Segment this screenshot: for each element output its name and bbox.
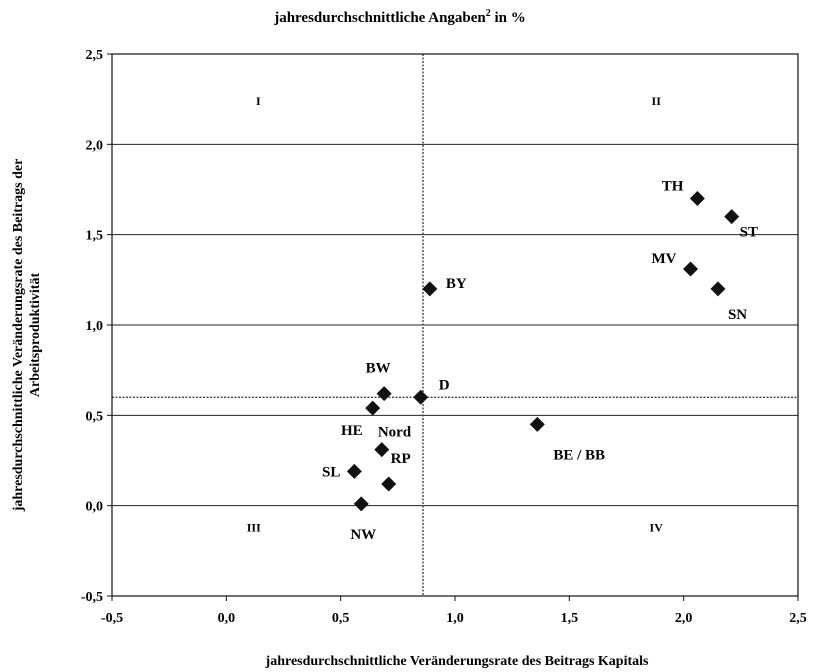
y-tick-label: 0,0: [86, 500, 104, 515]
x-tick-label: 2,0: [675, 611, 693, 626]
y-axis-ticks: -0,5 0,0 0,5 1,0 1,5 2,0 2,5: [81, 48, 112, 605]
y-axis-label-line1: jahresdurchschnittliche Veränderungsrate…: [11, 159, 26, 513]
data-point-marker: [376, 386, 392, 402]
data-point-marker: [422, 281, 438, 297]
y-axis-label-line2: Arbeitsproduktivität: [28, 273, 43, 398]
reference-lines: [112, 54, 798, 596]
y-tick-label: -0,5: [81, 590, 103, 605]
x-tick-label: 0,5: [332, 611, 350, 626]
y-tick-label: 1,5: [86, 229, 104, 244]
x-tick-label: -0,5: [101, 611, 123, 626]
x-axis-ticks: -0,5 0,0 0,5 1,0 1,5 2,0 2,5: [101, 596, 807, 626]
x-tick-label: 1,0: [446, 611, 464, 626]
data-point-marker: [353, 496, 369, 512]
data-points: TH ST MV SN BY BW D HE Nord RP SL NW BE / BB: [322, 179, 758, 543]
x-axis-label: jahresdurchschnittliche Veränderungsrate…: [265, 654, 649, 669]
data-point-label: D: [439, 377, 450, 393]
data-point-label: SN: [728, 307, 747, 323]
data-point-marker: [346, 463, 362, 479]
x-tick-label: 1,5: [561, 611, 579, 626]
y-tick-label: 2,0: [86, 138, 104, 153]
data-point-marker: [689, 191, 705, 207]
chart-title: jahresdurchschnittliche Angaben2 in %: [273, 8, 526, 26]
data-point-label: BW: [366, 361, 391, 377]
y-axis-label: jahresdurchschnittliche Veränderungsrate…: [11, 159, 43, 513]
quadrant-label: I: [256, 94, 261, 108]
x-tick-label: 2,5: [789, 611, 807, 626]
data-point-label: HE: [341, 423, 363, 439]
data-point-marker: [413, 389, 429, 405]
data-point-label: BE / BB: [553, 447, 605, 463]
chart-title-superscript: 2: [486, 8, 491, 19]
data-point-marker: [724, 209, 740, 225]
quadrant-label: II: [652, 94, 662, 108]
data-point-label: RP: [391, 451, 411, 467]
x-tick-label: 0,0: [218, 611, 236, 626]
quadrant-label: IV: [650, 520, 664, 534]
quadrant-label: III: [247, 520, 261, 534]
chart-title-text: jahresdurchschnittliche Angaben: [273, 10, 486, 26]
data-point-label: BY: [446, 276, 467, 292]
data-point-label: Nord: [378, 425, 412, 441]
grid-lines: [112, 143, 798, 507]
chart-title-suffix: in %: [491, 10, 526, 26]
data-point-label: NW: [350, 527, 376, 543]
y-tick-label: 0,5: [86, 409, 104, 424]
data-point-marker: [374, 442, 390, 458]
data-point-marker: [529, 416, 545, 432]
data-point-marker: [683, 261, 699, 277]
y-tick-label: 1,0: [86, 319, 104, 334]
data-point-label: TH: [662, 179, 684, 195]
y-tick-label: 2,5: [86, 48, 104, 63]
data-point-label: ST: [740, 225, 758, 241]
data-point-marker: [365, 400, 381, 416]
data-point-marker: [710, 281, 726, 297]
data-point-label: SL: [322, 464, 340, 480]
data-point-label: MV: [652, 251, 677, 267]
data-point-marker: [381, 476, 397, 492]
